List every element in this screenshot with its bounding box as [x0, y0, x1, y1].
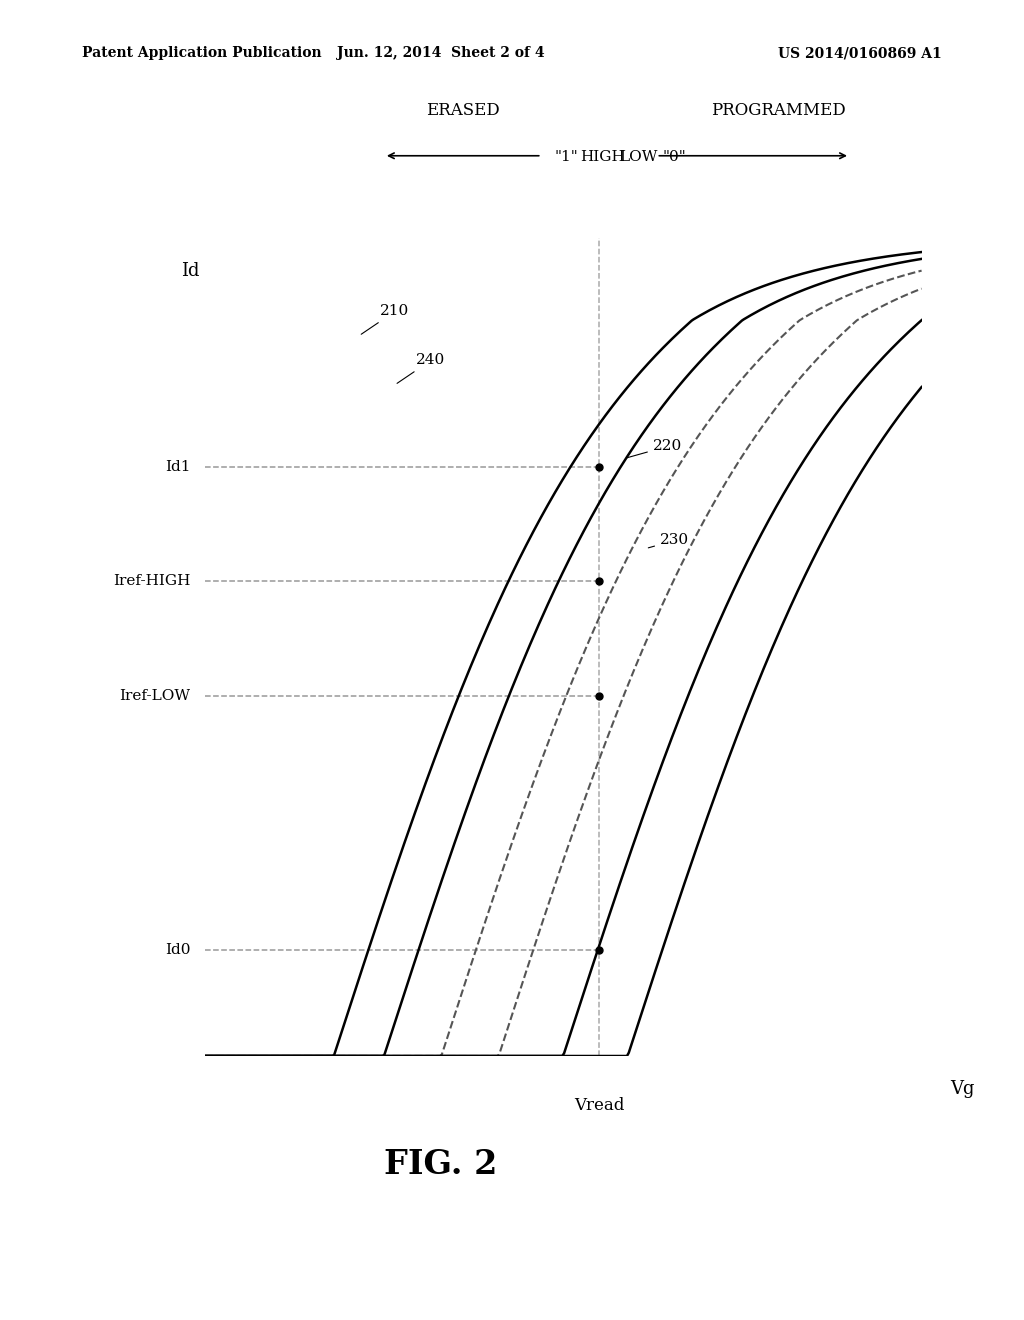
Text: Jun. 12, 2014  Sheet 2 of 4: Jun. 12, 2014 Sheet 2 of 4 [337, 46, 544, 61]
Text: LOW: LOW [620, 150, 657, 164]
Text: 210: 210 [361, 305, 410, 334]
Text: Iref-LOW: Iref-LOW [120, 689, 190, 704]
Text: 240: 240 [397, 354, 445, 383]
Text: "0": "0" [663, 150, 686, 164]
Text: 220: 220 [627, 440, 682, 458]
Text: Id1: Id1 [165, 459, 190, 474]
Text: Iref-HIGH: Iref-HIGH [113, 574, 190, 589]
Text: PROGRAMMED: PROGRAMMED [711, 102, 846, 119]
Text: "1": "1" [555, 150, 579, 164]
Text: HIGH: HIGH [581, 150, 625, 164]
Text: Vg: Vg [950, 1080, 975, 1098]
Text: ERASED: ERASED [426, 102, 500, 119]
Text: Patent Application Publication: Patent Application Publication [82, 46, 322, 61]
Text: 230: 230 [648, 533, 689, 548]
Text: Id: Id [181, 263, 200, 280]
Text: FIG. 2: FIG. 2 [384, 1148, 497, 1181]
Text: Id0: Id0 [165, 942, 190, 957]
Text: Vread: Vread [573, 1097, 625, 1114]
Text: US 2014/0160869 A1: US 2014/0160869 A1 [778, 46, 942, 61]
